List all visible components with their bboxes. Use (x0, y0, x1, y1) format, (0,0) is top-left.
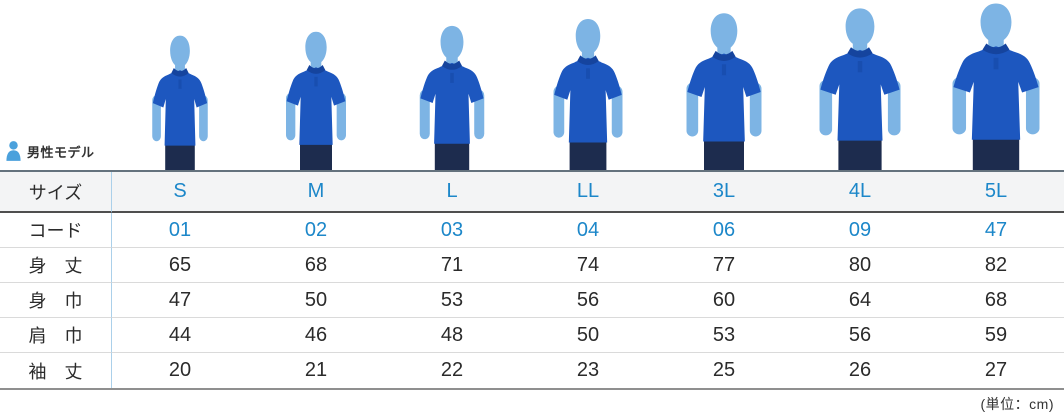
table-cell: 47 (928, 213, 1064, 248)
size-col-header-s: S (112, 172, 248, 213)
table-cell: 56 (792, 318, 928, 353)
table-cell: 50 (520, 318, 656, 353)
size-col-header-3l: 3L (656, 172, 792, 213)
model-figure-4l (819, 8, 901, 170)
table-cell: 60 (656, 283, 792, 318)
table-cell: 27 (928, 353, 1064, 388)
table-cell: 04 (520, 213, 656, 248)
table-cell: 68 (248, 248, 384, 283)
size-col-header-ll: LL (520, 172, 656, 213)
table-cell: 46 (248, 318, 384, 353)
table-cell: 65 (112, 248, 248, 283)
male-model-tag: 男性モデル (5, 140, 95, 162)
person-icon (6, 141, 21, 161)
table-cell: 77 (656, 248, 792, 283)
model-figure-s (152, 35, 208, 170)
size-col-header-5l: 5L (928, 172, 1064, 213)
table-cell: 64 (792, 283, 928, 318)
table-cell: 25 (656, 353, 792, 388)
size-col-header-m: M (248, 172, 384, 213)
table-cell: 48 (384, 318, 520, 353)
table-cell: 71 (384, 248, 520, 283)
table-cell: 50 (248, 283, 384, 318)
model-figure-5l (952, 3, 1040, 170)
table-cell: 68 (928, 283, 1064, 318)
table-cell: 26 (792, 353, 928, 388)
table-cell: 21 (248, 353, 384, 388)
table-cell: 59 (928, 318, 1064, 353)
table-cell: 09 (792, 213, 928, 248)
male-model-label: 男性モデル (27, 144, 95, 160)
table-cell: 80 (792, 248, 928, 283)
size-col-header-4l: 4L (792, 172, 928, 213)
table-cell: 47 (112, 283, 248, 318)
row-label-sleeve-length: 袖 丈 (0, 353, 112, 388)
table-cell: 01 (112, 213, 248, 248)
table-cell: 20 (112, 353, 248, 388)
table-cell: 53 (656, 318, 792, 353)
row-label-body-width: 身 巾 (0, 283, 112, 318)
row-label-code: コード (0, 213, 112, 248)
table-cell: 53 (384, 283, 520, 318)
unit-note: (単位：cm) (980, 396, 1054, 412)
table-cell: 03 (384, 213, 520, 248)
model-figure-3l (686, 13, 762, 170)
table-cell: 23 (520, 353, 656, 388)
table-cell: 82 (928, 248, 1064, 283)
model-figure-ll (553, 19, 623, 170)
table-cell: 22 (384, 353, 520, 388)
row-label-shoulder-width: 肩 巾 (0, 318, 112, 353)
size-col-header-l: L (384, 172, 520, 213)
table-cell: 02 (248, 213, 384, 248)
table-corner-label: サイズ (0, 172, 112, 213)
table-cell: 56 (520, 283, 656, 318)
model-figure-l (419, 25, 485, 170)
row-label-body-length: 身 丈 (0, 248, 112, 283)
table-cell: 74 (520, 248, 656, 283)
table-cell: 44 (112, 318, 248, 353)
size-spec-table: サイズ S M L LL 3L 4L 5L コード 01 02 03 04 06… (0, 170, 1064, 390)
model-figure-m (286, 31, 346, 170)
table-cell: 06 (656, 213, 792, 248)
